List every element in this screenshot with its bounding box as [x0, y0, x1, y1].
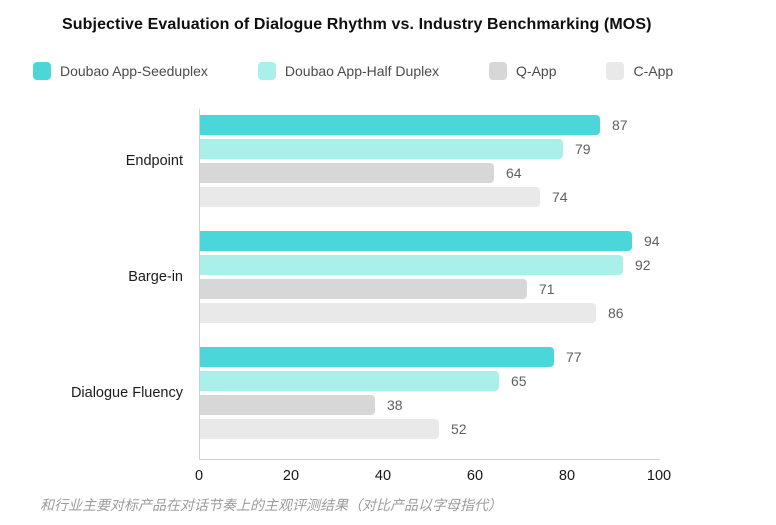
bar-value-label: 52	[451, 421, 467, 437]
legend-item-label: Q-App	[516, 63, 557, 79]
bar-value-label: 64	[506, 165, 522, 181]
bar	[200, 303, 596, 323]
bar-value-label: 92	[635, 257, 651, 273]
x-axis-tick-label: 40	[374, 468, 392, 484]
x-axis-tick-label: 100	[646, 468, 672, 484]
bar-row-barge-in-q-app: 71	[200, 279, 660, 299]
x-axis-tick-label: 60	[466, 468, 484, 484]
legend-item-c-app: C-App	[606, 62, 673, 80]
legend-swatch-icon	[33, 62, 51, 80]
bar-row-endpoint-c-app: 74	[200, 187, 660, 207]
bar-row-dialogue-fluency-q-app: 38	[200, 395, 660, 415]
bar	[200, 371, 499, 391]
bar-group-barge-in: Barge-in 94 92 71 86	[128, 231, 660, 323]
legend: Doubao App-Seeduplex Doubao App-Half Dupl…	[33, 62, 673, 80]
bar-value-label: 65	[511, 373, 527, 389]
bar-row-barge-in-doubao-app-half-duplex: 92	[200, 255, 660, 275]
bar	[200, 279, 527, 299]
bar	[200, 231, 632, 251]
bar-value-label: 86	[608, 305, 624, 321]
bar-group-dialogue-fluency: Dialogue Fluency 77 65 38 52	[71, 347, 660, 439]
legend-item-label: Doubao App-Half Duplex	[284, 63, 440, 79]
bar-group-endpoint: Endpoint 87 79 64 74	[126, 115, 660, 207]
footnote: 和行业主要对标产品在对话节奏上的主观评测结果（对比产品以字母指代）	[40, 497, 502, 513]
bar	[200, 115, 600, 135]
legend-item-label: C-App	[633, 63, 674, 79]
legend-item-label: Doubao App-Seeduplex	[60, 63, 208, 79]
bar-row-endpoint-q-app: 64	[200, 163, 660, 183]
x-axis-tick-label: 0	[194, 468, 204, 484]
bar-value-label: 77	[566, 349, 582, 365]
bar-value-label: 38	[387, 397, 403, 413]
category-label: Dialogue Fluency	[70, 385, 183, 401]
legend-swatch-icon	[606, 62, 625, 80]
bar-row-endpoint-doubao-app-seeduplex: 87	[200, 115, 660, 135]
bar-value-label: 79	[575, 141, 591, 157]
legend-item-q-app: Q-App	[489, 62, 556, 80]
x-axis-tick-label: 80	[558, 468, 576, 484]
bar	[200, 163, 494, 183]
x-axis-tick-label: 20	[282, 468, 300, 484]
bar-row-dialogue-fluency-c-app: 52	[200, 419, 660, 439]
bar	[200, 347, 554, 367]
bar-row-dialogue-fluency-doubao-app-seeduplex: 77	[200, 347, 660, 367]
legend-item-doubao-app-seeduplex: Doubao App-Seeduplex	[33, 62, 208, 80]
bar-value-label: 71	[539, 281, 555, 297]
bar-row-dialogue-fluency-doubao-app-half-duplex: 65	[200, 371, 660, 391]
bar-value-label: 74	[552, 189, 568, 205]
bar	[200, 419, 439, 439]
bar-value-label: 94	[644, 233, 660, 249]
legend-item-doubao-app-half-duplex: Doubao App-Half Duplex	[257, 62, 440, 80]
bar	[200, 395, 375, 415]
bar-row-barge-in-c-app: 86	[200, 303, 660, 323]
category-label: Endpoint	[125, 153, 183, 169]
bar-row-barge-in-doubao-app-seeduplex: 94	[200, 231, 660, 251]
bar	[200, 255, 623, 275]
plot-area: Endpoint 87 79 64 74 Barge-in 94 92 71 86 Dialogue…	[71, 109, 660, 460]
legend-swatch-icon	[257, 62, 276, 80]
bar	[200, 187, 540, 207]
legend-swatch-icon	[489, 62, 508, 80]
chart-title: Subjective Evaluation of Dialogue Rhythm…	[62, 16, 652, 33]
category-label: Barge-in	[128, 269, 183, 285]
bar-row-endpoint-doubao-app-half-duplex: 79	[200, 139, 660, 159]
bar	[200, 139, 563, 159]
bar-value-label: 87	[612, 117, 628, 133]
x-axis-ticks: 0 20 40 60 80 100	[195, 468, 671, 486]
